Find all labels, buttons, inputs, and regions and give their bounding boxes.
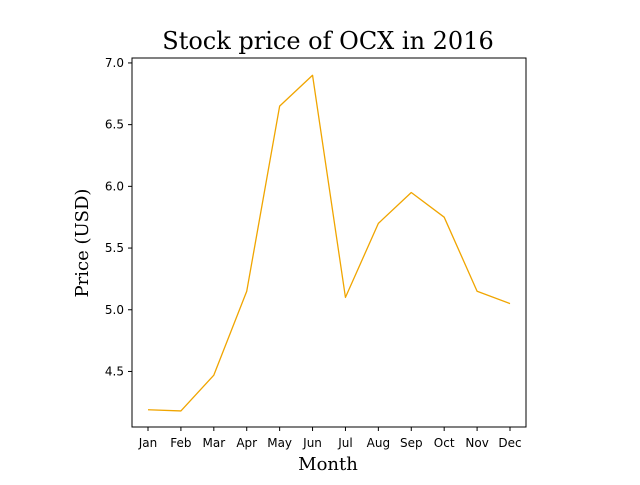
x-tick-label: May [267,436,292,450]
y-tick-label: 5.5 [105,241,124,255]
x-tick-label: Dec [498,436,521,450]
x-tick-label: Mar [202,436,225,450]
x-tick-label: Apr [236,436,257,450]
x-tick-label: Jul [337,436,352,450]
x-tick-label: Aug [367,436,390,450]
x-tick-label: Jan [138,436,158,450]
series-line-price [147,74,511,412]
plot-area-frame [131,57,527,428]
y-tick-label: 6.5 [105,118,124,132]
y-tick-label: 6.0 [105,179,124,193]
y-tick-label: 7.0 [105,56,124,70]
x-axis-title: Month [298,454,358,475]
y-axis-title: Price (USD) [72,189,93,298]
y-tick-label: 5.0 [105,303,124,317]
x-tick-label: Feb [170,436,191,450]
x-axis: Jan Feb Mar Apr May Jun Jul Aug Sep Oct Nov Dec [138,427,522,450]
x-tick-label: Sep [400,436,423,450]
y-axis: 4.5 5.0 5.5 6.0 6.5 7.0 [105,56,132,378]
x-tick-label: Jun [302,436,322,450]
chart-title: Stock price of OCX in 2016 [162,27,494,55]
x-tick-label: Oct [434,436,455,450]
x-tick-label: Nov [465,436,488,450]
y-tick-label: 4.5 [105,364,124,378]
